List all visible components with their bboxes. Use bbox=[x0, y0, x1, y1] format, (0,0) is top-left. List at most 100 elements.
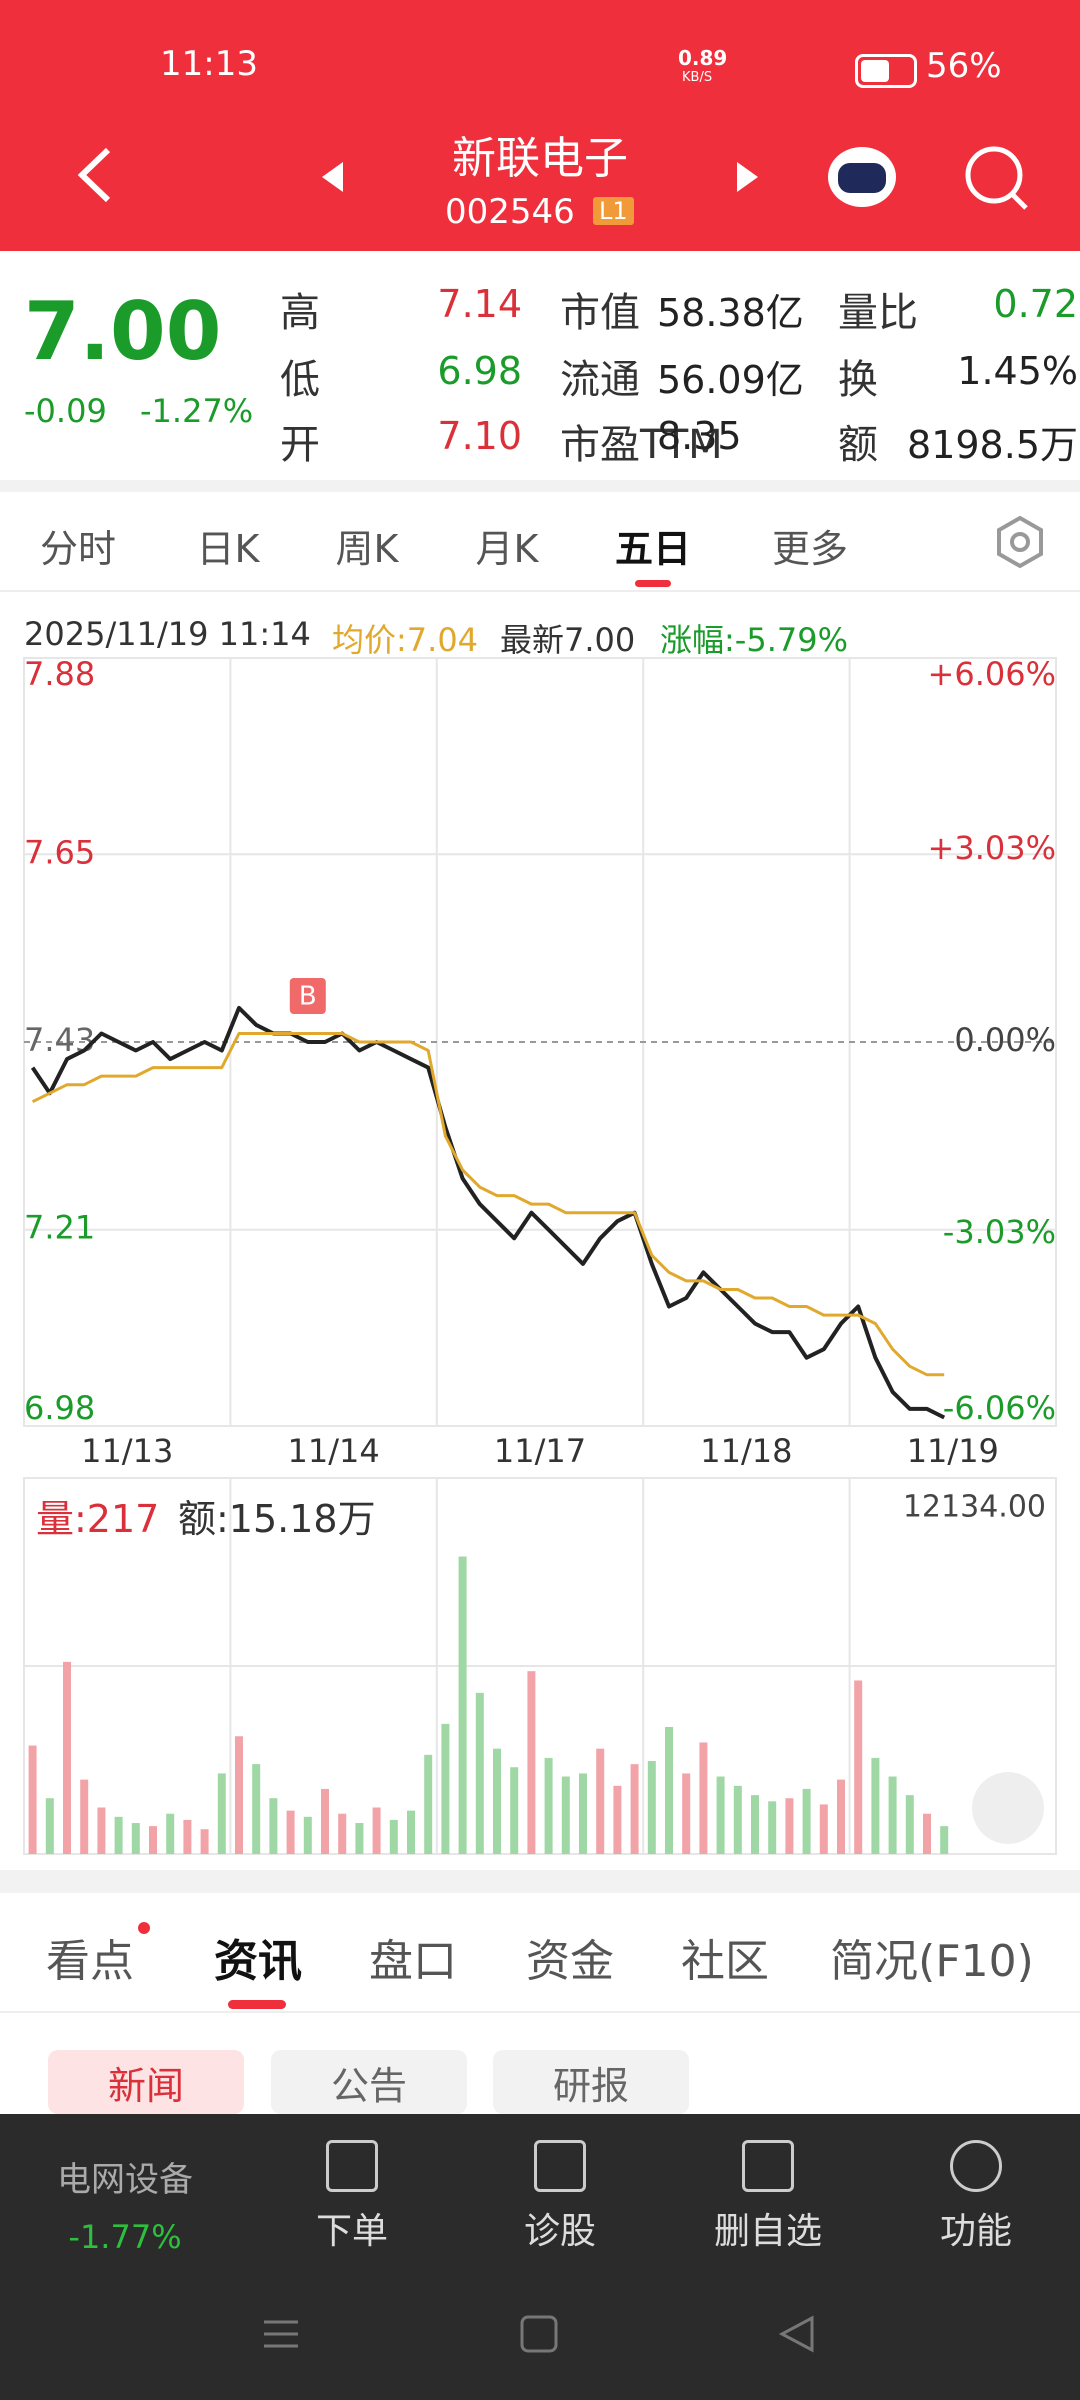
volume-bar bbox=[338, 1813, 347, 1854]
volume-bar bbox=[321, 1788, 329, 1854]
volume-bar bbox=[28, 1745, 37, 1854]
sector-change: -1.77% bbox=[68, 2218, 182, 2256]
chart-tab[interactable]: 分时 bbox=[39, 527, 117, 571]
y2-tick-label: 0.00% bbox=[954, 1021, 1056, 1059]
next-stock[interactable] bbox=[737, 162, 758, 192]
volume-label: 量:217 bbox=[36, 1497, 160, 1541]
new-dot bbox=[138, 1922, 150, 1934]
trade-marker-label: B bbox=[299, 982, 317, 1012]
nav-icon[interactable] bbox=[534, 2140, 586, 2192]
level-badge: L1 bbox=[593, 197, 634, 225]
chart-tab[interactable]: 更多 bbox=[771, 527, 849, 571]
volume-bar bbox=[751, 1795, 759, 1854]
field-value: 6.98 bbox=[437, 349, 522, 393]
info-tab[interactable]: 盘口 bbox=[369, 1936, 457, 1987]
field-value: 8198.5万 bbox=[907, 423, 1078, 467]
volume-tick-label: 12134.00 bbox=[903, 1490, 1046, 1525]
volume-bar bbox=[768, 1801, 777, 1854]
volume-bar bbox=[217, 1773, 226, 1854]
volume-bar bbox=[200, 1829, 209, 1854]
volume-bar bbox=[475, 1692, 484, 1854]
price-change: -0.09 bbox=[24, 392, 107, 430]
sub-tab[interactable]: 新闻 bbox=[48, 2050, 244, 2114]
chart-avg: 均价:7.04 bbox=[332, 621, 479, 659]
info-tab[interactable]: 资讯 bbox=[214, 1936, 302, 1987]
chart-tab[interactable]: 周K bbox=[335, 527, 399, 571]
search-button[interactable] bbox=[965, 146, 1023, 204]
volume-bar bbox=[699, 1742, 708, 1854]
nav-label[interactable]: 诊股 bbox=[523, 2211, 597, 2252]
volume-bar bbox=[837, 1779, 845, 1854]
info-tab[interactable]: 看点 bbox=[46, 1936, 134, 1987]
sub-tab[interactable]: 研报 bbox=[493, 2050, 689, 2114]
volume-bar bbox=[407, 1810, 415, 1854]
divider bbox=[0, 1870, 1080, 1893]
nav-label[interactable]: 删自选 bbox=[713, 2211, 823, 2252]
volume-bar bbox=[733, 1785, 742, 1854]
expand-button[interactable] bbox=[972, 1772, 1044, 1844]
volume-bar bbox=[252, 1764, 261, 1854]
volume-bar bbox=[923, 1813, 931, 1854]
chart-latest: 最新7.00 bbox=[500, 621, 636, 659]
y2-tick-label: -3.03% bbox=[943, 1213, 1056, 1251]
volume-bar bbox=[854, 1680, 863, 1854]
info-tab[interactable]: 资金 bbox=[526, 1936, 614, 1987]
volume-bar bbox=[613, 1785, 622, 1854]
volume-bar bbox=[269, 1798, 278, 1854]
info-tab[interactable]: 社区 bbox=[681, 1936, 769, 1987]
volume-bar bbox=[80, 1779, 89, 1854]
volume-bar bbox=[149, 1826, 157, 1854]
y2-tick-label: +3.03% bbox=[928, 829, 1056, 867]
volume-bar bbox=[372, 1807, 381, 1854]
volume-bar bbox=[510, 1767, 519, 1854]
info-tab[interactable]: 简况(F10) bbox=[830, 1936, 1034, 1987]
nav-label[interactable]: 功能 bbox=[939, 2211, 1013, 2252]
field-value: 1.45% bbox=[957, 349, 1078, 393]
sector-name[interactable]: 电网设备 bbox=[57, 2160, 193, 2200]
series-line bbox=[30, 1005, 946, 1420]
volume-bar bbox=[596, 1748, 605, 1854]
header-icons bbox=[77, 146, 1028, 210]
amount-label: 额:15.18万 bbox=[178, 1497, 376, 1541]
stock-code: 002546 bbox=[445, 192, 575, 232]
back-button[interactable] bbox=[77, 147, 111, 203]
chart-tab[interactable]: 五日 bbox=[614, 527, 692, 571]
y-tick-label: 7.65 bbox=[24, 833, 95, 871]
y2-tick-label: +6.06% bbox=[928, 655, 1056, 693]
field-value: 7.14 bbox=[437, 282, 522, 326]
sub-tab[interactable]: 公告 bbox=[271, 2050, 467, 2114]
volume-bar bbox=[871, 1757, 880, 1854]
volume-bar bbox=[183, 1819, 192, 1854]
volume-bar bbox=[493, 1748, 501, 1854]
info-tab-indicator bbox=[228, 2000, 286, 2009]
nav-icon[interactable] bbox=[326, 2140, 378, 2192]
chart-tab[interactable]: 日K bbox=[196, 527, 260, 571]
x-tick-label: 11/14 bbox=[287, 1432, 379, 1470]
volume-bar bbox=[647, 1761, 656, 1854]
chart-tab[interactable]: 月K bbox=[475, 527, 539, 571]
field-value: 0.72 bbox=[993, 282, 1078, 326]
x-tick-label: 11/17 bbox=[494, 1432, 586, 1470]
volume-bar bbox=[355, 1823, 364, 1854]
volume-bar bbox=[665, 1726, 673, 1854]
nav-icon[interactable] bbox=[950, 2140, 1002, 2192]
field-label: 换 bbox=[838, 357, 878, 403]
net-unit: KB/S bbox=[682, 70, 713, 85]
volume-bar bbox=[802, 1788, 811, 1854]
y-tick-label: 7.43 bbox=[24, 1021, 95, 1059]
x-tick-label: 11/18 bbox=[700, 1432, 792, 1470]
settings-icon[interactable] bbox=[990, 512, 1050, 572]
prev-stock[interactable] bbox=[322, 162, 343, 192]
field-value: 8.35 bbox=[657, 414, 742, 458]
field-label: 量比 bbox=[838, 290, 918, 336]
nav-icon[interactable] bbox=[742, 2140, 794, 2192]
series-line bbox=[31, 1032, 945, 1377]
field-label: 额 bbox=[838, 422, 878, 468]
field-value: 7.10 bbox=[437, 414, 522, 458]
volume-bar bbox=[235, 1736, 243, 1854]
battery-icon bbox=[855, 54, 917, 88]
divider bbox=[0, 480, 1080, 492]
nav-label[interactable]: 下单 bbox=[315, 2211, 389, 2252]
